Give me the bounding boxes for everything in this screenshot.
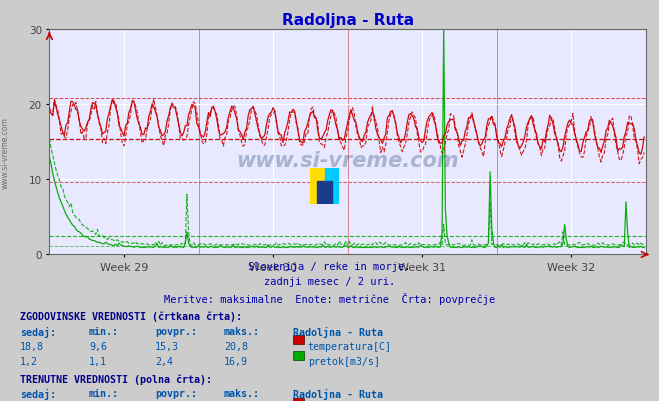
Text: www.si-vreme.com: www.si-vreme.com [237, 150, 459, 170]
Text: sedaj:: sedaj: [20, 326, 56, 337]
Text: www.si-vreme.com: www.si-vreme.com [1, 117, 10, 188]
Text: min.:: min.: [89, 326, 119, 336]
Text: Slovenija / reke in morje.: Slovenija / reke in morje. [248, 261, 411, 271]
Text: 9,6: 9,6 [89, 341, 107, 351]
Text: 1,2: 1,2 [20, 356, 38, 367]
Text: 2,4: 2,4 [155, 356, 173, 367]
Text: min.:: min.: [89, 389, 119, 399]
Text: 16,9: 16,9 [224, 356, 248, 367]
Text: zadnji mesec / 2 uri.: zadnji mesec / 2 uri. [264, 277, 395, 287]
Text: TRENUTNE VREDNOSTI (polna črta):: TRENUTNE VREDNOSTI (polna črta): [20, 373, 212, 384]
Bar [325, 168, 339, 205]
Text: pretok[m3/s]: pretok[m3/s] [308, 356, 380, 367]
Text: maks.:: maks.: [224, 389, 260, 399]
Text: 18,8: 18,8 [20, 341, 43, 351]
Text: temperatura[C]: temperatura[C] [308, 341, 391, 351]
Text: Radoljna - Ruta: Radoljna - Ruta [293, 326, 384, 337]
Text: 15,3: 15,3 [155, 341, 179, 351]
Text: Meritve: maksimalne  Enote: metrične  Črta: povprečje: Meritve: maksimalne Enote: metrične Črta… [164, 292, 495, 304]
Text: ZGODOVINSKE VREDNOSTI (črtkana črta):: ZGODOVINSKE VREDNOSTI (črtkana črta): [20, 311, 242, 321]
Text: sedaj:: sedaj: [20, 389, 56, 399]
Text: povpr.:: povpr.: [155, 389, 197, 399]
Text: Radoljna - Ruta: Radoljna - Ruta [293, 389, 384, 399]
Text: 20,8: 20,8 [224, 341, 248, 351]
Bar [317, 181, 332, 205]
Bar [310, 168, 325, 205]
Text: povpr.:: povpr.: [155, 326, 197, 336]
Text: maks.:: maks.: [224, 326, 260, 336]
Text: 1,1: 1,1 [89, 356, 107, 367]
Title: Radoljna - Ruta: Radoljna - Ruta [281, 12, 414, 28]
